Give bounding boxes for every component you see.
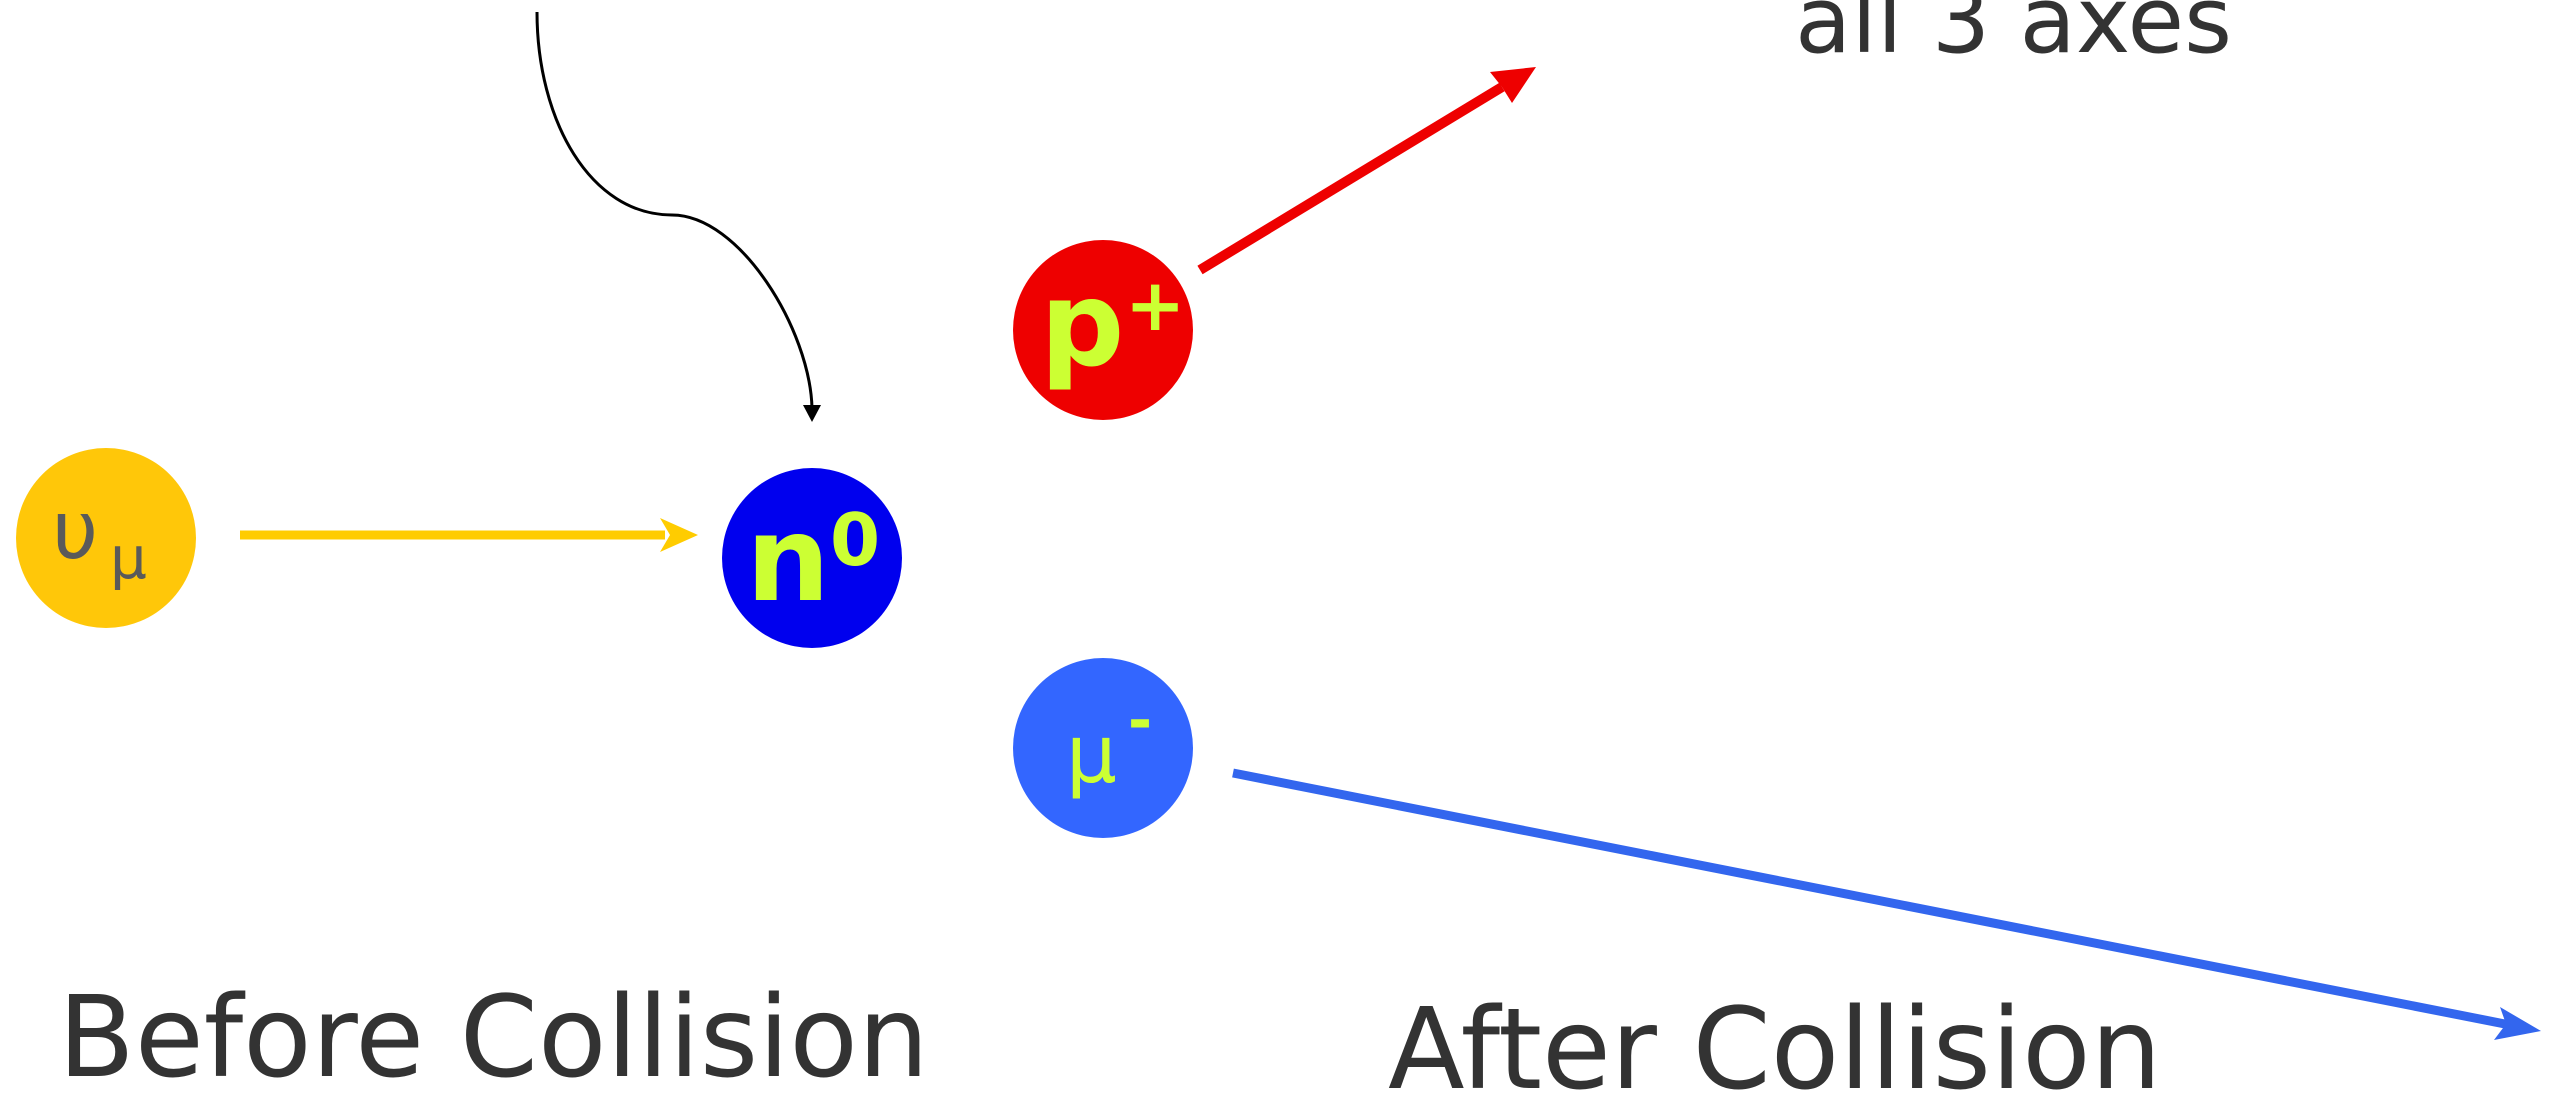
neutrino-circle	[16, 448, 196, 628]
proton-symbol: p	[1040, 255, 1124, 393]
caption-before: Before Collision	[58, 973, 929, 1093]
caption-after: After Collision	[1388, 985, 2162, 1093]
neutron-circle	[722, 468, 902, 648]
proton-arrow-head	[1490, 67, 1536, 103]
muon-arrow	[1232, 768, 2511, 1030]
neutrino-symbol: υ	[52, 484, 98, 577]
neutron-symbol: n	[746, 490, 830, 628]
proton-particle: p +	[1013, 240, 1193, 420]
neutrino-particle: υ μ	[16, 448, 196, 628]
callout-arrow	[535, 11, 814, 409]
proton-circle	[1013, 240, 1193, 420]
caption-top: all 3 axes	[1795, 0, 2232, 74]
muon-symbol: μ	[1066, 708, 1117, 801]
muon-circle	[1013, 658, 1193, 838]
proton-arrow	[1197, 82, 1505, 275]
neutrino-arrow-head	[660, 518, 698, 552]
muon-arrow-head	[2494, 1007, 2541, 1040]
callout-arrow-head	[803, 405, 821, 422]
neutron-particle: n 0	[722, 468, 902, 648]
neutrino-subscript: μ	[110, 524, 147, 592]
muon-superscript: -	[1128, 686, 1152, 754]
proton-superscript: +	[1125, 263, 1185, 347]
neutron-superscript: 0	[830, 498, 880, 582]
muon-particle: μ -	[1013, 658, 1193, 838]
